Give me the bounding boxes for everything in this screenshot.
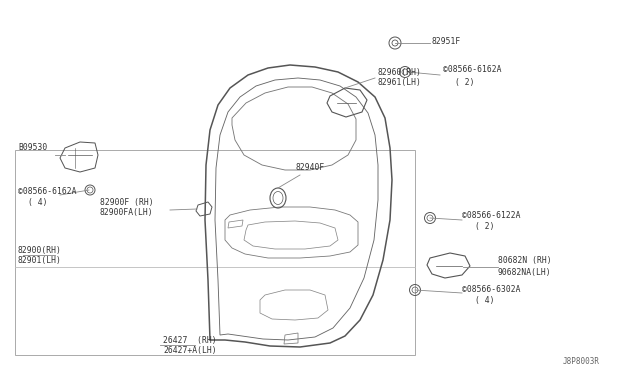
Text: ( 4): ( 4) (475, 295, 495, 305)
Text: 82900(RH): 82900(RH) (18, 246, 62, 254)
Text: ( 2): ( 2) (455, 77, 474, 87)
Text: 82951F: 82951F (432, 38, 461, 46)
Text: B09530: B09530 (18, 144, 47, 153)
Text: 90682NA(LH): 90682NA(LH) (498, 267, 552, 276)
Text: ©08566-6122A: ©08566-6122A (462, 211, 520, 219)
Text: ( 4): ( 4) (28, 199, 47, 208)
Text: ©08566-6162A: ©08566-6162A (443, 65, 502, 74)
Text: 26427+A(LH): 26427+A(LH) (163, 346, 216, 356)
Bar (15, 150, 415, 355)
Text: ©08566-6162A: ©08566-6162A (18, 187, 77, 196)
Text: 82960(RH): 82960(RH) (378, 67, 422, 77)
Text: 82900FA(LH): 82900FA(LH) (100, 208, 154, 218)
Text: J8P8003R: J8P8003R (563, 357, 600, 366)
Text: 80682N (RH): 80682N (RH) (498, 257, 552, 266)
Text: 82961(LH): 82961(LH) (378, 78, 422, 87)
Text: 26427  (RH): 26427 (RH) (163, 336, 216, 344)
Text: ©08566-6302A: ©08566-6302A (462, 285, 520, 294)
Text: 82940F: 82940F (295, 164, 324, 173)
Text: 82901(LH): 82901(LH) (18, 257, 62, 266)
Text: 82900F (RH): 82900F (RH) (100, 198, 154, 206)
Text: ( 2): ( 2) (475, 222, 495, 231)
